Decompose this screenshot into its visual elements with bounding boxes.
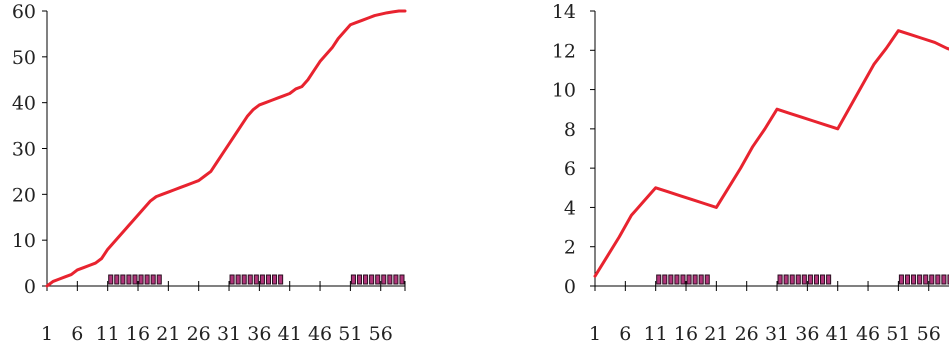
x-tick-label: 46 bbox=[856, 323, 880, 345]
period-marker bbox=[375, 274, 381, 285]
period-marker bbox=[820, 274, 826, 285]
x-tick-label: 6 bbox=[71, 323, 83, 345]
y-tick-label: 8 bbox=[564, 119, 576, 141]
period-marker bbox=[369, 274, 375, 285]
y-tick-label: 40 bbox=[12, 93, 36, 115]
period-marker bbox=[156, 274, 162, 285]
period-marker bbox=[777, 274, 783, 285]
x-tick-label: 26 bbox=[735, 323, 759, 345]
period-marker bbox=[935, 274, 941, 285]
x-tick-label: 16 bbox=[126, 323, 150, 345]
period-marker bbox=[795, 274, 801, 285]
y-tick-label: 12 bbox=[552, 40, 576, 62]
series-line bbox=[593, 29, 949, 278]
period-marker bbox=[656, 274, 662, 285]
x-tick-label: 46 bbox=[308, 323, 332, 345]
period-marker bbox=[783, 274, 789, 285]
x-tick-label: 36 bbox=[795, 323, 819, 345]
period-marker bbox=[686, 274, 692, 285]
period-marker bbox=[272, 274, 278, 285]
period-marker bbox=[898, 274, 904, 285]
period-marker bbox=[381, 274, 387, 285]
period-marker bbox=[692, 274, 698, 285]
x-tick-label: 26 bbox=[187, 323, 211, 345]
x-tick-label: 11 bbox=[644, 323, 668, 345]
y-tick-label: 10 bbox=[12, 230, 36, 252]
x-tick-label: 1 bbox=[41, 323, 53, 345]
x-tick-label: 11 bbox=[96, 323, 120, 345]
period-marker bbox=[132, 274, 138, 285]
y-tick-label: 2 bbox=[564, 237, 576, 259]
period-marker bbox=[674, 274, 680, 285]
period-marker bbox=[350, 274, 356, 285]
x-tick-label: 16 bbox=[674, 323, 698, 345]
period-marker bbox=[120, 274, 126, 285]
period-marker bbox=[399, 274, 405, 285]
period-marker bbox=[698, 274, 704, 285]
period-marker bbox=[126, 274, 132, 285]
x-tick-label: 21 bbox=[156, 323, 180, 345]
period-marker bbox=[704, 274, 710, 285]
y-tick-label: 60 bbox=[12, 1, 36, 23]
period-marker bbox=[789, 274, 795, 285]
x-tick-label: 21 bbox=[704, 323, 728, 345]
period-marker bbox=[947, 274, 949, 285]
period-marker bbox=[826, 274, 832, 285]
period-marker bbox=[911, 274, 917, 285]
period-marker bbox=[235, 274, 241, 285]
y-tick-label: 0 bbox=[24, 276, 36, 298]
x-tick-label: 51 bbox=[338, 323, 362, 345]
y-tick-label: 4 bbox=[564, 197, 576, 219]
series-line bbox=[45, 9, 407, 288]
period-marker bbox=[801, 274, 807, 285]
period-marker bbox=[923, 274, 929, 285]
y-tick-label: 30 bbox=[12, 139, 36, 161]
period-marker bbox=[917, 274, 923, 285]
period-marker bbox=[929, 274, 935, 285]
x-tick-label: 41 bbox=[826, 323, 850, 345]
y-tick-label: 14 bbox=[552, 1, 576, 23]
x-tick-label: 36 bbox=[247, 323, 271, 345]
period-marker bbox=[662, 274, 668, 285]
x-tick-label: 56 bbox=[917, 323, 941, 345]
period-marker bbox=[253, 274, 259, 285]
period-marker bbox=[108, 274, 114, 285]
period-marker bbox=[138, 274, 144, 285]
period-marker bbox=[387, 274, 393, 285]
x-tick-label: 56 bbox=[369, 323, 393, 345]
period-marker bbox=[150, 274, 156, 285]
period-marker bbox=[807, 274, 813, 285]
period-marker bbox=[941, 274, 947, 285]
x-tick-label: 31 bbox=[765, 323, 789, 345]
period-marker bbox=[904, 274, 911, 285]
period-marker bbox=[363, 274, 369, 285]
period-marker bbox=[144, 274, 150, 285]
period-marker bbox=[265, 274, 272, 285]
y-tick-label: 6 bbox=[564, 158, 576, 180]
x-tick-label: 1 bbox=[589, 323, 601, 345]
x-tick-label: 6 bbox=[619, 323, 631, 345]
period-marker bbox=[247, 274, 253, 285]
period-marker bbox=[229, 274, 235, 285]
period-marker bbox=[393, 274, 399, 285]
period-marker bbox=[356, 274, 363, 285]
period-marker bbox=[259, 274, 265, 285]
x-tick-label: 51 bbox=[886, 323, 910, 345]
y-tick-label: 50 bbox=[12, 47, 36, 69]
period-marker bbox=[278, 274, 284, 285]
x-tick-label: 31 bbox=[217, 323, 241, 345]
period-marker bbox=[813, 274, 820, 285]
y-tick-label: 10 bbox=[552, 80, 576, 102]
x-tick-label: 41 bbox=[278, 323, 302, 345]
period-marker bbox=[114, 274, 120, 285]
period-marker bbox=[680, 274, 686, 285]
y-tick-label: 0 bbox=[564, 276, 576, 298]
period-marker bbox=[241, 274, 247, 285]
period-marker bbox=[668, 274, 674, 285]
y-tick-label: 20 bbox=[12, 184, 36, 206]
